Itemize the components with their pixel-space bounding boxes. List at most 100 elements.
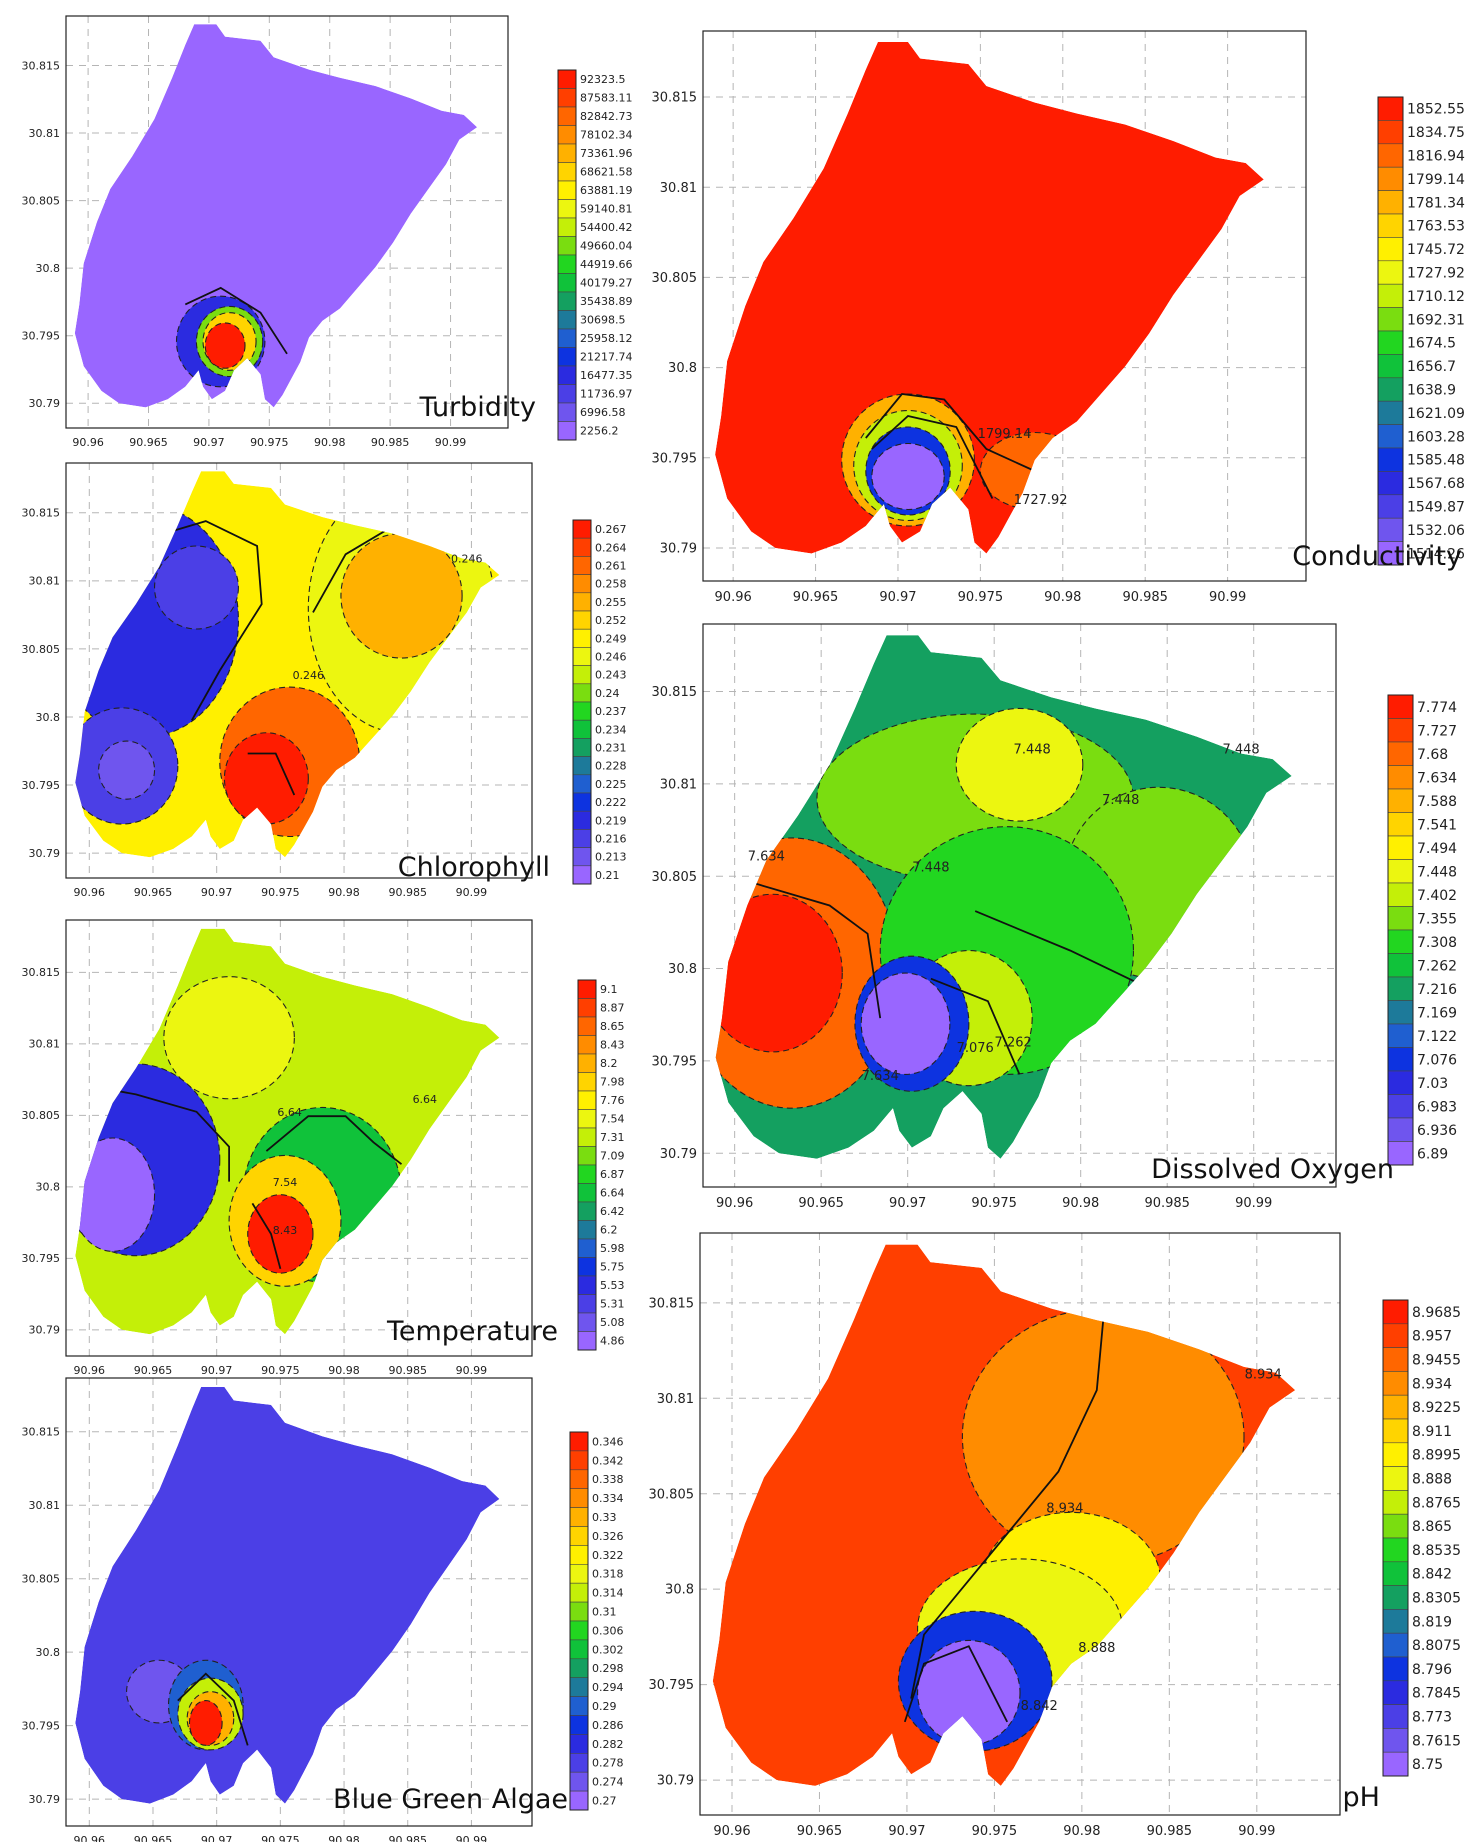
legend-label: 0.318 <box>592 1568 624 1581</box>
legend-label: 0.255 <box>595 596 627 609</box>
legend-label: 9.1 <box>600 983 618 996</box>
legend-swatch <box>557 254 577 274</box>
y-tick-label: 30.815 <box>652 91 698 106</box>
field-ph <box>712 1244 1296 1786</box>
x-tick-label: 90.98 <box>1063 1824 1100 1839</box>
legend-label: 73361.96 <box>580 147 633 160</box>
contour-line <box>186 1691 235 1746</box>
contour-line <box>955 707 1084 822</box>
contour-line <box>202 312 257 371</box>
legend-swatch <box>1377 377 1404 402</box>
legend-label: 7.76 <box>600 1094 625 1107</box>
legend-label: 1799.14 <box>1407 172 1465 188</box>
legend-swatch <box>1387 929 1414 954</box>
x-tick-label: 90.97 <box>201 1834 233 1842</box>
plot-frame-temperature <box>65 919 533 1357</box>
legend-label: 6996.58 <box>580 406 626 419</box>
legend-label: 8.865 <box>1412 1519 1452 1535</box>
legend-label: 0.286 <box>592 1719 624 1732</box>
y-tick-label: 30.795 <box>22 1252 61 1265</box>
x-tick-label: 90.96 <box>74 1364 106 1377</box>
y-tick-label: 30.81 <box>657 1392 694 1407</box>
x-tick-label: 90.965 <box>129 436 168 449</box>
x-tick-label: 90.975 <box>971 1196 1017 1211</box>
y-tick-label: 30.8 <box>668 962 697 977</box>
legend-swatch <box>1382 1442 1409 1467</box>
legend-label: 1585.48 <box>1407 453 1465 469</box>
contour-line-major <box>265 1115 403 1165</box>
legend-swatch <box>1382 1299 1409 1325</box>
legend-swatch <box>557 347 577 367</box>
legend-label: 0.322 <box>592 1549 624 1562</box>
legend-swatch <box>557 106 577 126</box>
contour-line <box>204 322 246 369</box>
legend-label: 1656.7 <box>1407 359 1456 375</box>
x-tick-label: 90.96 <box>715 590 752 605</box>
contour-line-major <box>177 1672 249 1746</box>
legend-label: 5.75 <box>600 1261 625 1274</box>
y-tick-label: 30.79 <box>29 397 61 410</box>
legend-label: 0.302 <box>592 1643 624 1656</box>
legend-swatch <box>572 665 592 685</box>
legend-swatch <box>1377 517 1404 542</box>
legend-swatch <box>569 1545 589 1565</box>
legend-swatch <box>557 291 577 311</box>
legend-swatch <box>1387 765 1414 790</box>
x-tick-label: 90.98 <box>1062 1196 1099 1211</box>
legend-swatch <box>1387 1000 1414 1025</box>
legend-swatch <box>1382 1751 1409 1777</box>
legend-swatch <box>1377 237 1404 262</box>
legend-label: 6.983 <box>1417 1099 1457 1115</box>
x-tick-label: 90.965 <box>793 590 839 605</box>
contour-zone <box>340 533 463 659</box>
legend-label: 8.2 <box>600 1057 618 1070</box>
legend-label: 35438.89 <box>580 295 633 308</box>
legend-label: 1532.06 <box>1407 523 1465 539</box>
legend-swatch <box>1382 1418 1409 1444</box>
legend-swatch <box>569 1658 589 1679</box>
legend-swatch <box>572 847 592 867</box>
legend-swatch <box>577 1294 597 1314</box>
x-tick-label: 90.99 <box>1235 1196 1272 1211</box>
legend-label: 0.29 <box>592 1700 617 1713</box>
legend-swatch <box>557 365 577 385</box>
legend-label: 8.87 <box>600 1002 625 1015</box>
contour-zone <box>871 443 945 510</box>
contour-line <box>853 409 963 522</box>
legend-label: 0.249 <box>595 632 627 645</box>
legend-swatch <box>1387 976 1414 1001</box>
legend-label: 0.294 <box>592 1681 624 1694</box>
legend-label: 0.246 <box>595 650 627 663</box>
legend-label: 8.7615 <box>1412 1733 1461 1749</box>
legend-label: 7.634 <box>1417 770 1457 786</box>
y-tick-label: 30.79 <box>29 1793 61 1806</box>
contour-label: 8.934 <box>1046 1501 1083 1516</box>
y-tick-label: 30.815 <box>22 59 61 72</box>
y-tick-label: 30.815 <box>649 1296 695 1311</box>
legend-swatch <box>1382 1466 1409 1491</box>
legend-label: 7.09 <box>600 1150 625 1163</box>
panel-dissolved-oxygen: 7.6347.4487.4487.4487.4487.2627.0767.634… <box>652 623 1457 1211</box>
plot-frame-conductivity <box>702 30 1307 582</box>
legend-swatch <box>557 310 577 330</box>
contour-line <box>75 1137 156 1252</box>
legend-swatch <box>1382 1656 1409 1682</box>
y-tick-label: 30.81 <box>660 181 697 196</box>
x-tick-label: 90.99 <box>1209 590 1246 605</box>
legend-swatch <box>577 1072 597 1092</box>
contour-zone <box>189 1700 223 1746</box>
legend-label: 6.936 <box>1417 1123 1457 1139</box>
y-tick-label: 30.805 <box>22 643 61 656</box>
legend-label: 0.261 <box>595 559 627 572</box>
legend-label: 1514.26 <box>1407 546 1465 562</box>
field-turbidity <box>74 24 478 408</box>
legend-label: 8.43 <box>600 1039 625 1052</box>
legend-label: 6.64 <box>600 1187 625 1200</box>
legend-swatch <box>1377 96 1404 121</box>
y-tick-label: 30.79 <box>660 1147 697 1162</box>
legend-swatch <box>577 1201 597 1221</box>
x-tick-label: 90.99 <box>435 436 467 449</box>
x-tick-label: 90.96 <box>74 886 106 899</box>
legend-swatch <box>572 592 592 612</box>
